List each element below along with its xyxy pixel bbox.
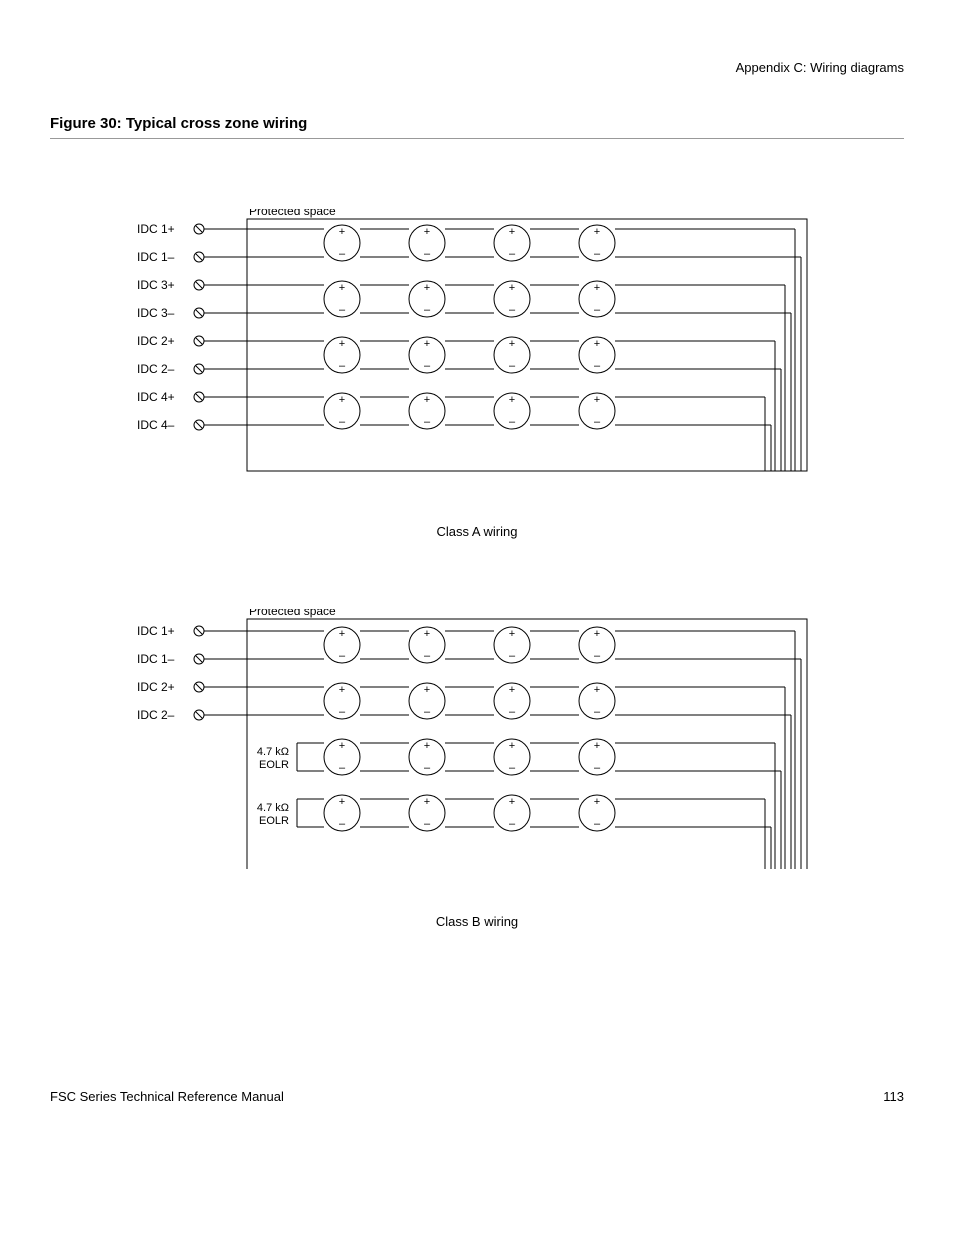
svg-text:+: +: [594, 628, 600, 640]
svg-text:+: +: [339, 282, 345, 294]
svg-text:+: +: [594, 282, 600, 294]
caption-class-b: Class B wiring: [50, 914, 904, 929]
svg-text:–: –: [509, 818, 516, 830]
svg-text:–: –: [339, 248, 346, 260]
svg-text:+: +: [509, 338, 515, 350]
svg-text:–: –: [594, 818, 601, 830]
svg-text:Protected space: Protected space: [249, 609, 336, 618]
svg-text:+: +: [339, 684, 345, 696]
svg-text:–: –: [424, 360, 431, 372]
svg-text:+: +: [509, 684, 515, 696]
svg-text:+: +: [594, 740, 600, 752]
svg-text:–: –: [594, 762, 601, 774]
svg-text:–: –: [339, 650, 346, 662]
svg-text:+: +: [339, 740, 345, 752]
svg-text:–: –: [509, 248, 516, 260]
svg-text:EOLR: EOLR: [259, 815, 289, 827]
svg-text:IDC 4–: IDC 4–: [137, 418, 175, 432]
svg-text:+: +: [594, 226, 600, 238]
svg-text:IDC 1–: IDC 1–: [137, 250, 175, 264]
svg-text:–: –: [339, 762, 346, 774]
svg-text:–: –: [594, 360, 601, 372]
svg-text:4.7 kΩ: 4.7 kΩ: [257, 802, 289, 814]
svg-text:IDC 4+: IDC 4+: [137, 390, 175, 404]
svg-text:+: +: [424, 684, 430, 696]
svg-text:+: +: [509, 796, 515, 808]
svg-text:–: –: [594, 248, 601, 260]
svg-text:IDC 2+: IDC 2+: [137, 680, 175, 694]
svg-text:+: +: [509, 628, 515, 640]
diagram-class-b: Protected space IDC 1+ IDC 1– IDC 2+ IDC 2– +…: [127, 609, 827, 874]
svg-text:+: +: [509, 740, 515, 752]
svg-text:–: –: [424, 416, 431, 428]
svg-text:+: +: [339, 796, 345, 808]
svg-text:+: +: [594, 684, 600, 696]
footer-left: FSC Series Technical Reference Manual: [50, 1089, 284, 1104]
svg-text:–: –: [509, 706, 516, 718]
svg-text:–: –: [339, 416, 346, 428]
wiring-svg-a: Protected space IDC 1+ IDC 1– IDC 3+ IDC 3– I…: [127, 209, 827, 479]
svg-text:–: –: [424, 818, 431, 830]
svg-text:+: +: [424, 338, 430, 350]
svg-text:IDC 1–: IDC 1–: [137, 652, 175, 666]
svg-text:+: +: [424, 282, 430, 294]
svg-text:+: +: [594, 394, 600, 406]
svg-text:–: –: [594, 706, 601, 718]
svg-text:+: +: [594, 338, 600, 350]
svg-text:–: –: [509, 416, 516, 428]
svg-text:+: +: [339, 226, 345, 238]
svg-text:–: –: [509, 360, 516, 372]
svg-text:–: –: [424, 304, 431, 316]
caption-class-a: Class A wiring: [50, 524, 904, 539]
svg-text:IDC 2–: IDC 2–: [137, 708, 175, 722]
svg-text:IDC 2–: IDC 2–: [137, 362, 175, 376]
svg-text:IDC 1+: IDC 1+: [137, 624, 175, 638]
svg-text:–: –: [594, 650, 601, 662]
svg-text:IDC 3–: IDC 3–: [137, 306, 175, 320]
svg-text:IDC 1+: IDC 1+: [137, 222, 175, 236]
svg-text:–: –: [424, 248, 431, 260]
svg-text:4.7 kΩ: 4.7 kΩ: [257, 746, 289, 758]
svg-text:–: –: [339, 818, 346, 830]
svg-text:–: –: [339, 360, 346, 372]
figure-title: Figure 30: Typical cross zone wiring: [50, 115, 904, 139]
svg-text:+: +: [424, 394, 430, 406]
svg-text:–: –: [509, 650, 516, 662]
svg-text:IDC 2+: IDC 2+: [137, 334, 175, 348]
svg-text:–: –: [509, 304, 516, 316]
diagram-class-a: Protected space IDC 1+ IDC 1– IDC 3+ IDC 3– I…: [127, 209, 827, 484]
svg-text:+: +: [424, 740, 430, 752]
svg-text:+: +: [509, 226, 515, 238]
svg-text:+: +: [594, 796, 600, 808]
svg-text:+: +: [339, 338, 345, 350]
svg-text:–: –: [424, 706, 431, 718]
page-footer: FSC Series Technical Reference Manual 11…: [50, 1089, 904, 1104]
svg-text:–: –: [594, 304, 601, 316]
svg-text:–: –: [339, 706, 346, 718]
svg-text:+: +: [424, 628, 430, 640]
svg-text:+: +: [424, 796, 430, 808]
svg-text:EOLR: EOLR: [259, 759, 289, 771]
svg-text:+: +: [424, 226, 430, 238]
svg-text:–: –: [339, 304, 346, 316]
svg-text:Protected space: Protected space: [249, 209, 336, 218]
appendix-header: Appendix C: Wiring diagrams: [50, 60, 904, 75]
svg-text:+: +: [509, 394, 515, 406]
svg-text:–: –: [509, 762, 516, 774]
svg-text:+: +: [509, 282, 515, 294]
footer-right: 113: [883, 1089, 904, 1104]
svg-text:–: –: [594, 416, 601, 428]
svg-text:IDC 3+: IDC 3+: [137, 278, 175, 292]
svg-text:–: –: [424, 762, 431, 774]
svg-text:–: –: [424, 650, 431, 662]
svg-text:+: +: [339, 394, 345, 406]
wiring-svg-b: Protected space IDC 1+ IDC 1– IDC 2+ IDC 2– +…: [127, 609, 827, 869]
svg-text:+: +: [339, 628, 345, 640]
